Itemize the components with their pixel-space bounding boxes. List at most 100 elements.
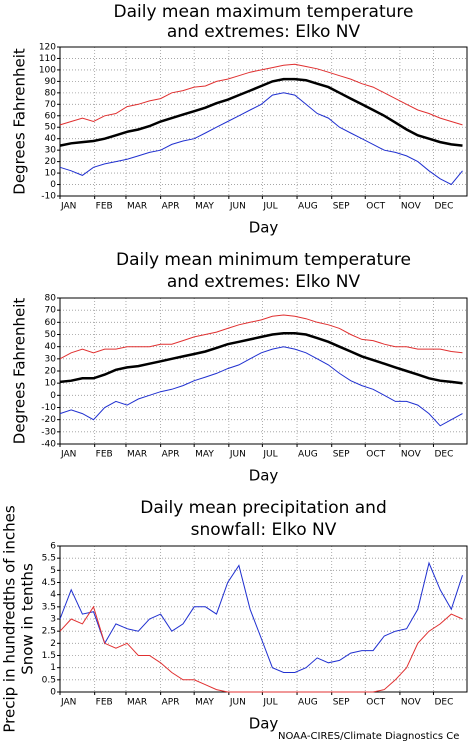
y-tick-label: 70 [45, 100, 57, 110]
x-tick-label: NOV [401, 698, 422, 708]
y-tick-label: 50 [45, 330, 57, 340]
x-axis-label: Day [249, 467, 279, 485]
data-line [59, 605, 463, 693]
y-tick-label: 60 [45, 318, 57, 328]
x-tick-label: DEC [434, 698, 453, 708]
data-line [59, 561, 463, 673]
y-tick-label: 2 [50, 639, 56, 649]
y-tick-label: 10 [45, 169, 57, 179]
x-tick-label: JUN [229, 202, 246, 212]
y-tick-label: 80 [45, 88, 57, 98]
x-tick-label: NOV [401, 450, 422, 460]
x-tick-label: DEC [434, 202, 453, 212]
x-tick-label: FEB [96, 202, 113, 212]
y-tick-label: 80 [45, 294, 57, 304]
x-tick-label: DEC [434, 450, 453, 460]
x-tick-label: APR [162, 698, 180, 708]
x-tick-label: APR [162, 450, 180, 460]
y-tick-label: 3.5 [42, 602, 56, 612]
y-tick-label: 60 [45, 111, 57, 121]
x-tick-label: OCT [366, 450, 385, 460]
x-tick-label: AUG [298, 450, 318, 460]
y-tick-label: 40 [45, 134, 57, 144]
y-tick-label: 10 [45, 379, 57, 389]
plot-frame [59, 297, 468, 445]
footer: NOAA-CIRES/Climate Diagnostics Ce [278, 731, 459, 742]
x-tick-label: JAN [60, 450, 76, 460]
plot-frame [59, 46, 468, 197]
chart-title: Daily mean minimum temperature [116, 250, 411, 270]
y-tick-label: 90 [45, 77, 57, 87]
x-tick-label: OCT [366, 202, 385, 212]
x-tick-label: MAR [127, 450, 147, 460]
y-tick-label: 120 [39, 43, 56, 53]
y-tick-label: -10 [41, 192, 56, 202]
x-tick-label: JUL [262, 202, 277, 212]
x-tick-label: AUG [298, 202, 318, 212]
y-tick-label: 20 [45, 367, 57, 377]
x-tick-label: MAY [195, 698, 214, 708]
y-tick-label: 6 [50, 542, 56, 552]
data-line [59, 63, 463, 126]
y-axis-label: Precip in hundredths of inches [1, 505, 19, 732]
y-tick-label: -30 [41, 427, 56, 437]
y-tick-label: 4 [50, 590, 56, 600]
x-tick-label: NOV [401, 202, 422, 212]
chart-title: snowfall: Elko NV [191, 520, 337, 540]
y-tick-label: 5 [50, 566, 56, 576]
y-tick-label: 30 [45, 146, 57, 156]
y-tick-label: -10 [41, 403, 56, 413]
x-axis-label: Day [249, 219, 279, 237]
y-axis-label: Snow in tenths [19, 563, 37, 675]
x-tick-label: MAR [127, 698, 147, 708]
y-tick-label: -40 [41, 440, 56, 450]
y-tick-label: 1 [50, 663, 56, 673]
y-tick-label: 100 [39, 65, 56, 75]
y-tick-label: 0 [50, 688, 56, 698]
chart-title: Daily mean precipitation and [140, 498, 387, 518]
y-tick-label: 5.5 [42, 554, 56, 564]
y-tick-label: 30 [45, 354, 57, 364]
y-tick-label: 3 [50, 615, 56, 625]
x-axis-label: Day [249, 715, 279, 733]
chart-title: Daily mean maximum temperature [114, 2, 414, 22]
x-tick-label: SEP [333, 450, 350, 460]
chart-title: and extremes: Elko NV [167, 22, 361, 42]
x-tick-label: AUG [298, 698, 318, 708]
y-tick-label: 2.5 [42, 627, 56, 637]
x-tick-label: JUN [229, 698, 246, 708]
y-axis-label: Degrees Fahrenheit [11, 298, 29, 445]
y-tick-label: 50 [45, 123, 57, 133]
x-tick-label: FEB [96, 450, 113, 460]
y-tick-label: 1.5 [42, 651, 56, 661]
x-tick-label: FEB [96, 698, 113, 708]
y-tick-label: 40 [45, 342, 57, 352]
x-tick-label: JUL [262, 450, 277, 460]
data-line [59, 332, 463, 385]
x-tick-label: OCT [366, 698, 385, 708]
x-tick-label: SEP [333, 698, 350, 708]
chart-title: and extremes: Elko NV [167, 272, 361, 292]
y-tick-label: 70 [45, 306, 57, 316]
x-tick-label: JAN [60, 202, 76, 212]
y-tick-label: 0.5 [42, 675, 56, 685]
x-tick-label: JAN [60, 698, 76, 708]
data-line [59, 92, 463, 186]
y-tick-label: 0 [50, 391, 56, 401]
x-tick-label: SEP [333, 202, 350, 212]
y-tick-label: 4.5 [42, 578, 56, 588]
y-tick-label: 0 [50, 180, 56, 190]
x-tick-label: APR [162, 202, 180, 212]
x-tick-label: JUN [229, 450, 246, 460]
y-tick-label: 110 [39, 54, 56, 64]
data-line [59, 346, 463, 427]
y-tick-label: 20 [45, 157, 57, 167]
data-line [59, 77, 463, 147]
data-line [59, 314, 463, 360]
y-axis-label: Degrees Fahrenheit [11, 48, 29, 195]
x-tick-label: MAR [127, 202, 147, 212]
x-tick-label: MAY [195, 450, 214, 460]
x-tick-label: MAY [195, 202, 214, 212]
y-tick-label: -20 [41, 415, 56, 425]
